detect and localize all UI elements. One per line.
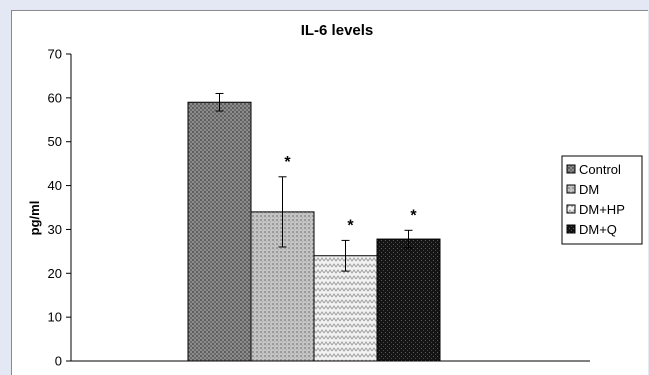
bar: [313, 255, 378, 362]
legend: Control DM DM+HP DM+Q: [561, 155, 643, 245]
y-tick-label: 10: [48, 310, 62, 325]
legend-swatch: [566, 184, 576, 194]
chart-title: IL-6 levels: [301, 22, 374, 39]
chart-svg: IL-6 levels pg/ml 0 10 20 30 40 50 60 70 * * * Co…: [27, 22, 643, 369]
bar-control: [187, 92, 252, 362]
y-tick-label: 70: [48, 47, 62, 62]
legend-swatch: [566, 224, 576, 234]
legend-label: DM+HP: [579, 202, 625, 217]
bar-group: * * *: [187, 92, 441, 362]
legend-swatch: [566, 204, 576, 214]
y-axis: 0 10 20 30 40 50 60 70: [48, 47, 590, 369]
significance-marker: *: [284, 154, 291, 171]
bar: [187, 101, 252, 362]
y-axis-label: pg/ml: [27, 201, 42, 236]
y-tick-label: 40: [48, 178, 62, 193]
significance-marker: *: [347, 217, 354, 234]
bar-dm: *: [250, 154, 315, 362]
legend-label: Control: [579, 162, 621, 177]
bar-dm-hp: *: [313, 217, 378, 362]
y-tick-label: 0: [55, 354, 62, 369]
significance-marker: *: [410, 207, 417, 224]
y-tick-label: 20: [48, 266, 62, 281]
legend-label: DM: [579, 182, 599, 197]
bar-dm-q: *: [376, 207, 441, 362]
y-tick-label: 50: [48, 134, 62, 149]
bar: [376, 238, 441, 362]
chart-area: IL-6 levels pg/ml 0 10 20 30 40 50 60 70 * * * Co…: [11, 10, 648, 375]
legend-label: DM+Q: [579, 222, 617, 237]
y-tick-label: 30: [48, 222, 62, 237]
legend-swatch: [566, 164, 576, 174]
y-tick-label: 60: [48, 90, 62, 105]
